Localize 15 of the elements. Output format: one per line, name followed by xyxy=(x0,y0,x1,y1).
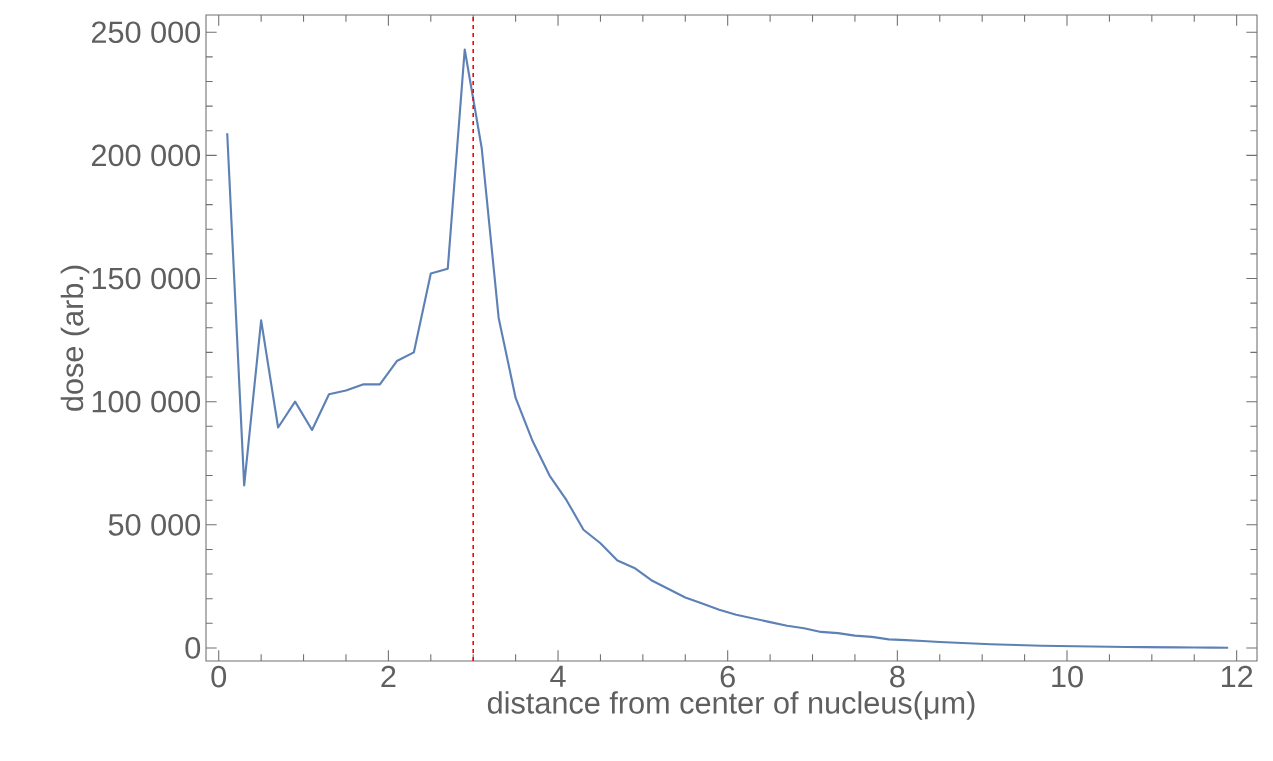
x-tick-label: 0 xyxy=(211,665,227,688)
x-tick-label: 4 xyxy=(550,665,566,687)
y-tick-label: 100 000 xyxy=(92,390,201,413)
x-tick-label: 6 xyxy=(720,665,735,688)
y-tick-label: 250 000 xyxy=(91,21,201,44)
y-tick-label: 50 000 xyxy=(108,513,201,536)
y-tick-label: 200 000 xyxy=(91,144,201,167)
y-axis-title: dose (arb.) xyxy=(60,265,90,411)
y-tick-label: 150 000 xyxy=(92,267,201,290)
x-tick-label: 12 xyxy=(1221,665,1253,688)
x-tick-label: 10 xyxy=(1052,665,1083,688)
y-tick-label: 0 xyxy=(185,637,201,659)
x-tick-label: 8 xyxy=(890,665,905,688)
x-tick-label: 2 xyxy=(381,665,396,688)
x-axis-title: distance from center of nucleus(μm) xyxy=(487,691,975,720)
